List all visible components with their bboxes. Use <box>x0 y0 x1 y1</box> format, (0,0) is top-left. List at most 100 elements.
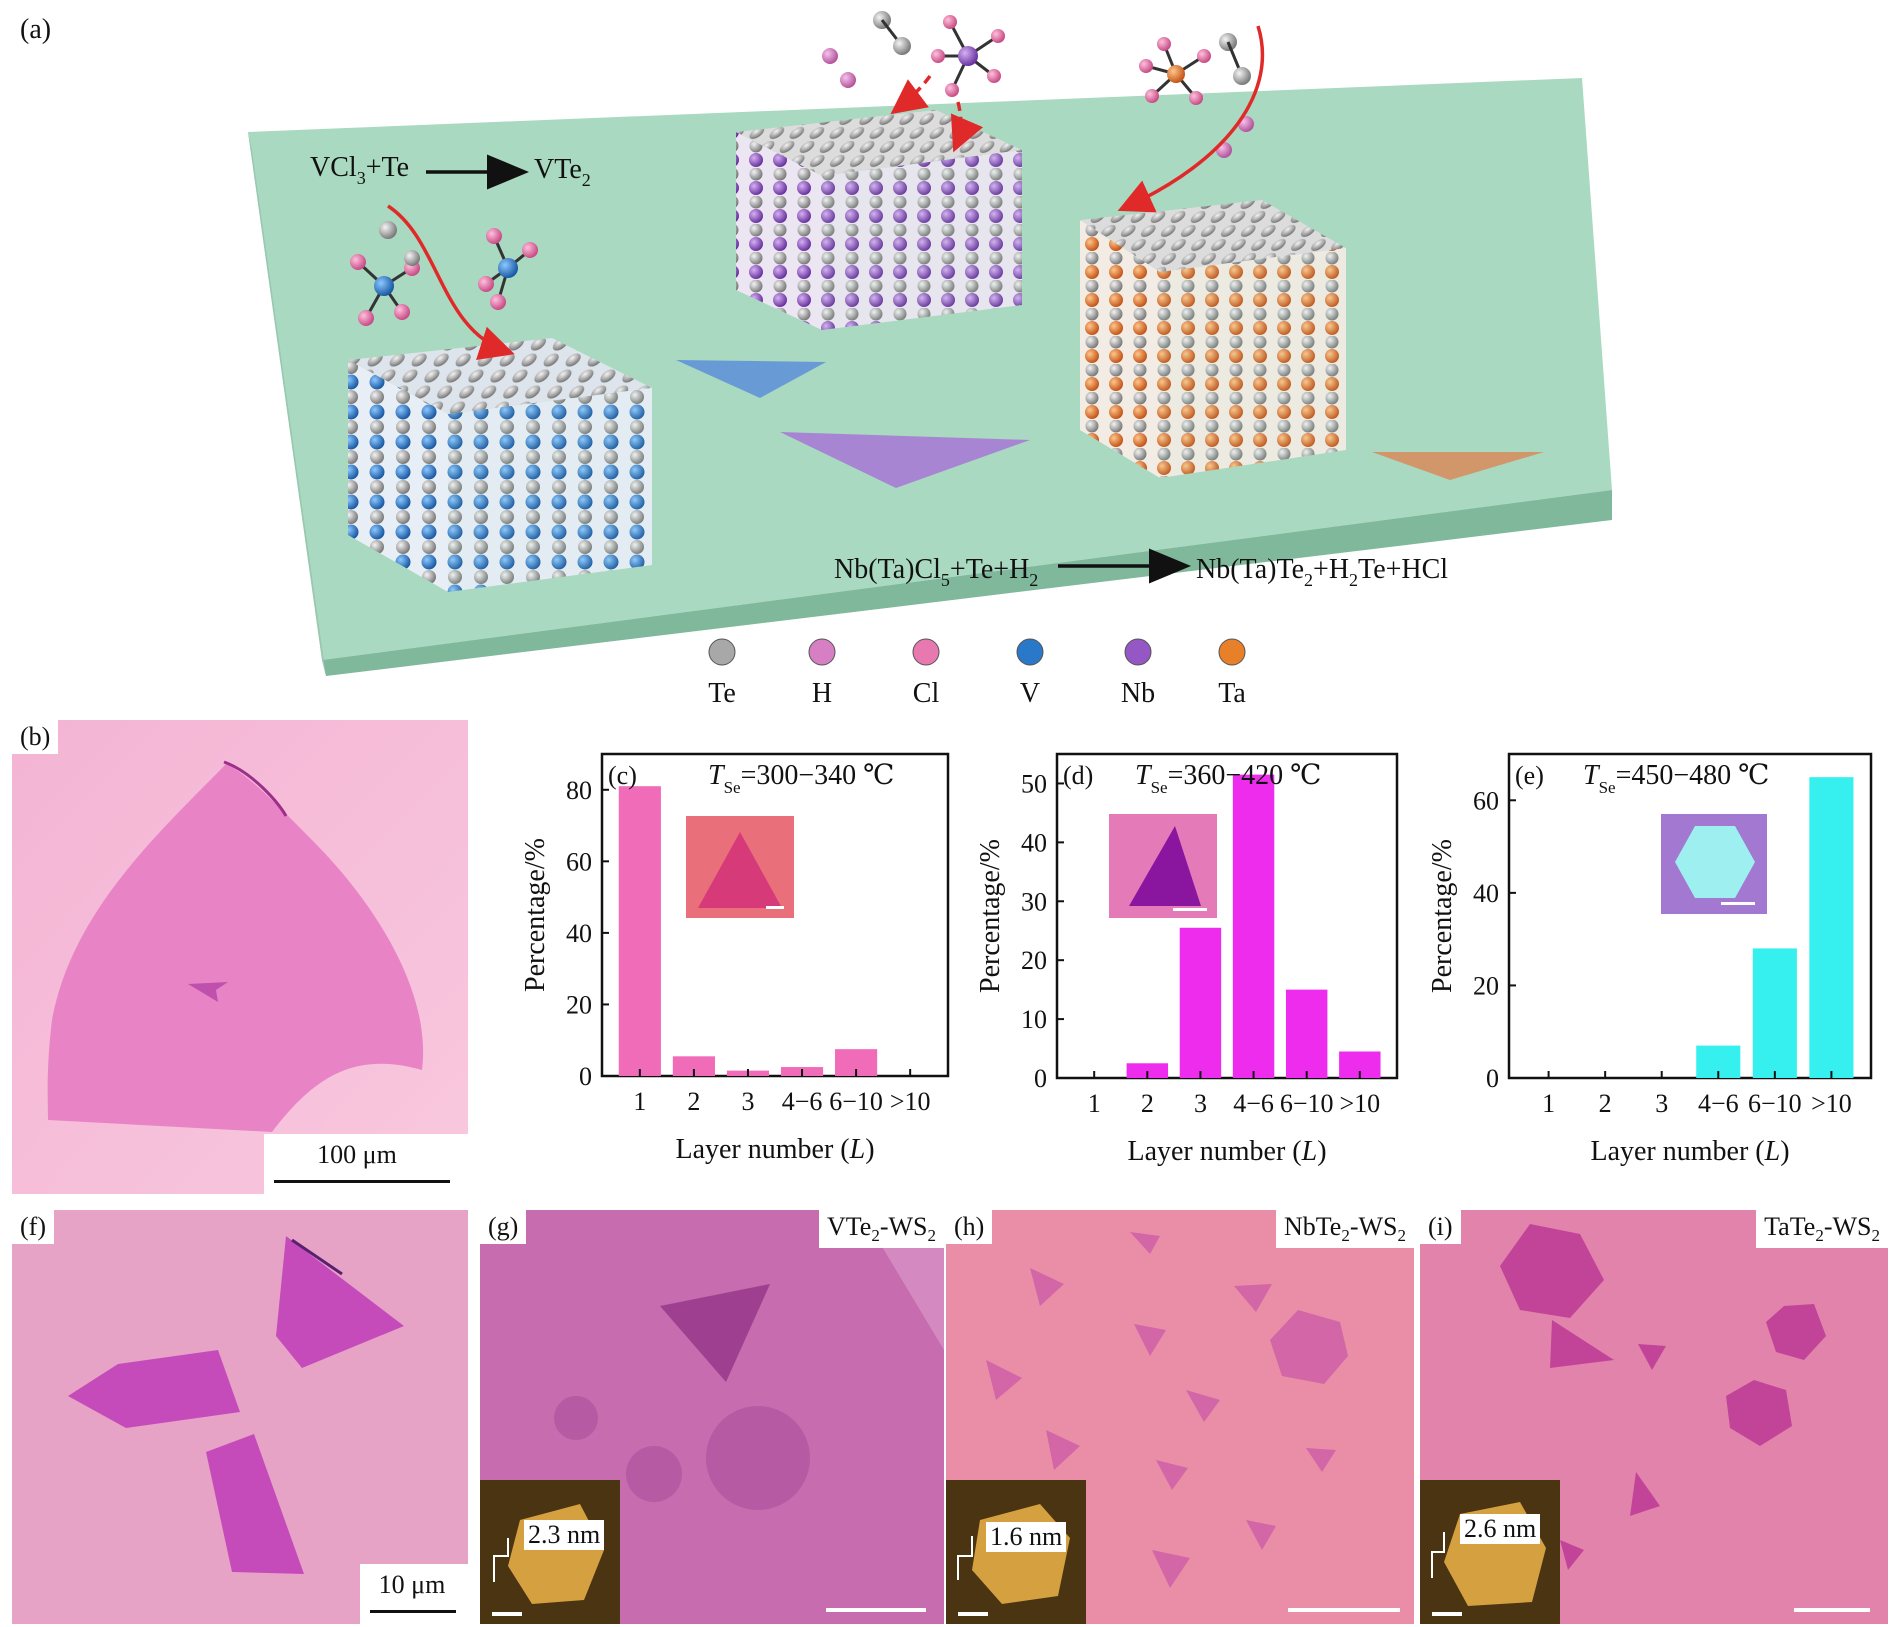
chart-d-ytick-label-4: 40 <box>1021 828 1047 857</box>
chart-d-title: TSe=360−420 ℃ <box>1135 760 1321 797</box>
schematic-diagram: VCl3+Te VTe2 Nb(Ta)Cl5+Te+H2 Nb(Ta)Te2+H… <box>248 11 1612 709</box>
panel-g-afm-inset: 2.3 nm <box>480 1480 620 1624</box>
chart-e-xlabel: Layer number (L) <box>1590 1136 1789 1167</box>
chart-c-xtick-label-0: 1 <box>633 1087 646 1116</box>
svg-text:VTe2: VTe2 <box>534 154 591 190</box>
chart-d-xtick-label-4: 6−10 <box>1280 1089 1334 1118</box>
vte2-crystal-block <box>348 338 652 592</box>
chart-e: 1 2 3 4−6 6−10 >10 0 20 40 60 Percentage/% Layer nu… <box>1427 752 1873 1167</box>
chart-c-inset-flake <box>698 832 782 908</box>
chart-e-xtick-label-5: >10 <box>1811 1089 1852 1118</box>
chart-d-ytick-label-2: 20 <box>1021 946 1047 975</box>
chart-c-xtick-label-2: 3 <box>741 1087 754 1116</box>
substrate-front <box>322 490 1612 676</box>
legend-label-nb: Nb <box>1121 678 1155 709</box>
panel-i-scalebar <box>1794 1608 1870 1612</box>
chart-c-xlabel: Layer number (L) <box>675 1134 874 1165</box>
panel-h-tag: NbTe2-WS2 <box>1275 1210 1414 1248</box>
panel-g-scalebar <box>826 1608 926 1612</box>
nbte2-crystal-block <box>736 110 1022 330</box>
panel-a-label: (a) <box>20 14 52 45</box>
legend-swatch-h <box>808 638 836 666</box>
vte2-flow-arrow <box>387 204 515 360</box>
chart-e-ytick-label-3: 60 <box>1473 786 1499 815</box>
chart-d-ytick-label-5: 50 <box>1021 769 1047 798</box>
nbte2-flow-arrow-2 <box>950 101 984 153</box>
chart-e-ytick-label-0: 0 <box>1486 1064 1499 1093</box>
chart-c-inset-scalebar <box>766 906 784 909</box>
chart-e-ytick-label-2: 40 <box>1473 879 1499 908</box>
chart-d-bar-2 <box>1179 927 1222 1078</box>
nbte2-flake <box>780 432 1030 488</box>
legend-swatch-ta <box>1218 638 1246 666</box>
panel-i-afm-height: 2.6 nm <box>1460 1514 1541 1544</box>
panel-b-scalebar: 100 μm <box>264 1134 468 1194</box>
panel-g-afm-height: 2.3 nm <box>524 1520 605 1550</box>
chart-d-ytick-label-3: 30 <box>1021 887 1047 916</box>
tate2-flow-arrow <box>1117 25 1265 213</box>
reaction-vte2: VCl3+Te <box>310 152 409 188</box>
panel-b-optical-image: (b) 100 μm <box>12 720 468 1194</box>
chart-c-xtick-label-3: 4−6 <box>782 1087 823 1116</box>
chart-c-ytick-label-4: 80 <box>566 776 592 805</box>
chart-d-xlabel: Layer number (L) <box>1127 1136 1326 1167</box>
chart-c: 1 2 3 4−6 6−10 >10 0 20 40 60 80 Percentage/% Layer … <box>520 752 950 1165</box>
chart-c-title: TSe=300−340 ℃ <box>708 760 894 797</box>
legend-label-h: H <box>812 678 832 709</box>
chart-c-panel-label: (c) <box>608 761 637 790</box>
chart-c-xtick-label-5: >10 <box>890 1087 931 1116</box>
chart-e-inset-flake <box>1675 826 1755 898</box>
chart-c-ylabel: Percentage/% <box>520 838 551 992</box>
chart-d-xtick-label-3: 4−6 <box>1233 1089 1274 1118</box>
nbcl5-molecules <box>822 11 1005 97</box>
chart-d: 1 2 3 4−6 6−10 >10 0 10 20 30 40 50 Percentage/% Laye… <box>975 752 1399 1167</box>
panel-i-optical-image: (i) TaTe2-WS2 2.6 nm <box>1420 1210 1888 1624</box>
panel-i-tag: TaTe2-WS2 <box>1756 1210 1888 1248</box>
atom-legend: Te H Cl V Nb Ta <box>708 638 1246 709</box>
chart-e-inset-scalebar <box>1721 902 1755 905</box>
panel-g-label: (g) <box>480 1210 527 1244</box>
chart-c-ytick-label-0: 0 <box>579 1062 592 1091</box>
panel-i-label: (i) <box>1420 1210 1461 1244</box>
svg-text:Nb(Ta)Te2+H2Te+HCl: Nb(Ta)Te2+H2Te+HCl <box>1196 554 1448 590</box>
chart-e-frame <box>1507 752 1873 1080</box>
chart-d-xtick-label-0: 1 <box>1088 1089 1101 1118</box>
legend-swatch-v <box>1016 638 1044 666</box>
legend-label-te: Te <box>708 678 736 709</box>
chart-c-bar-0 <box>618 786 661 1076</box>
chart-e-xtick-label-1: 2 <box>1599 1089 1612 1118</box>
chart-c-ytick-label-1: 20 <box>566 990 592 1019</box>
panel-f-scalebar-line <box>370 1610 456 1613</box>
chart-e-bar-5 <box>1809 777 1854 1078</box>
chart-e-ylabel: Percentage/% <box>1427 839 1458 993</box>
panel-b-scalebar-line <box>274 1180 450 1183</box>
substrate-side <box>248 132 326 676</box>
nbte2-flow-arrow-1 <box>890 74 932 115</box>
chart-d-bar-4 <box>1285 989 1328 1078</box>
panel-h-label: (h) <box>946 1210 993 1244</box>
chart-c-bar-1 <box>672 1056 715 1076</box>
panel-b-scalebar-text: 100 μm <box>317 1140 397 1169</box>
legend-swatch-te <box>708 638 736 666</box>
panel-i-afm-inset: 2.6 nm <box>1420 1480 1560 1624</box>
chart-e-xtick-label-3: 4−6 <box>1698 1089 1739 1118</box>
chart-e-panel-label: (e) <box>1515 761 1544 790</box>
chart-c-xtick-label-4: 6−10 <box>829 1087 883 1116</box>
legend-swatch-cl <box>912 638 940 666</box>
chart-e-title: TSe=450−480 ℃ <box>1583 760 1769 797</box>
panel-h-afm-height: 1.6 nm <box>986 1522 1067 1552</box>
legend-label-ta: Ta <box>1218 678 1246 709</box>
chart-d-xtick-label-2: 3 <box>1194 1089 1207 1118</box>
panel-b-label: (b) <box>12 720 59 754</box>
chart-c-xtick-label-1: 2 <box>687 1087 700 1116</box>
reaction-nbtate2: Nb(Ta)Cl5+Te+H2 <box>834 554 1038 590</box>
chart-d-bar-3 <box>1232 774 1275 1078</box>
tate2-crystal-block <box>1080 200 1346 478</box>
panel-h-scalebar <box>1288 1608 1400 1612</box>
chart-d-ylabel: Percentage/% <box>975 839 1006 993</box>
legend-label-v: V <box>1020 678 1040 709</box>
chart-c-ytick-label-2: 40 <box>566 919 592 948</box>
panel-f-flakes <box>12 1210 468 1624</box>
chart-d-bar-1 <box>1126 1063 1169 1078</box>
vcl3-molecules <box>350 221 538 326</box>
